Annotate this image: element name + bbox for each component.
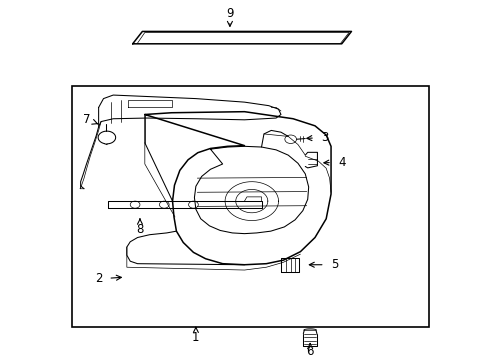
Bar (72, 86, 428, 327)
Text: 4: 4 (337, 156, 345, 169)
Text: 9: 9 (226, 7, 233, 20)
Text: 5: 5 (330, 258, 337, 271)
Text: 3: 3 (321, 131, 328, 144)
Text: 2: 2 (95, 273, 102, 285)
Text: 1: 1 (192, 332, 199, 345)
Text: 7: 7 (82, 113, 90, 126)
Text: 6: 6 (306, 345, 313, 358)
Text: 8: 8 (136, 223, 143, 236)
